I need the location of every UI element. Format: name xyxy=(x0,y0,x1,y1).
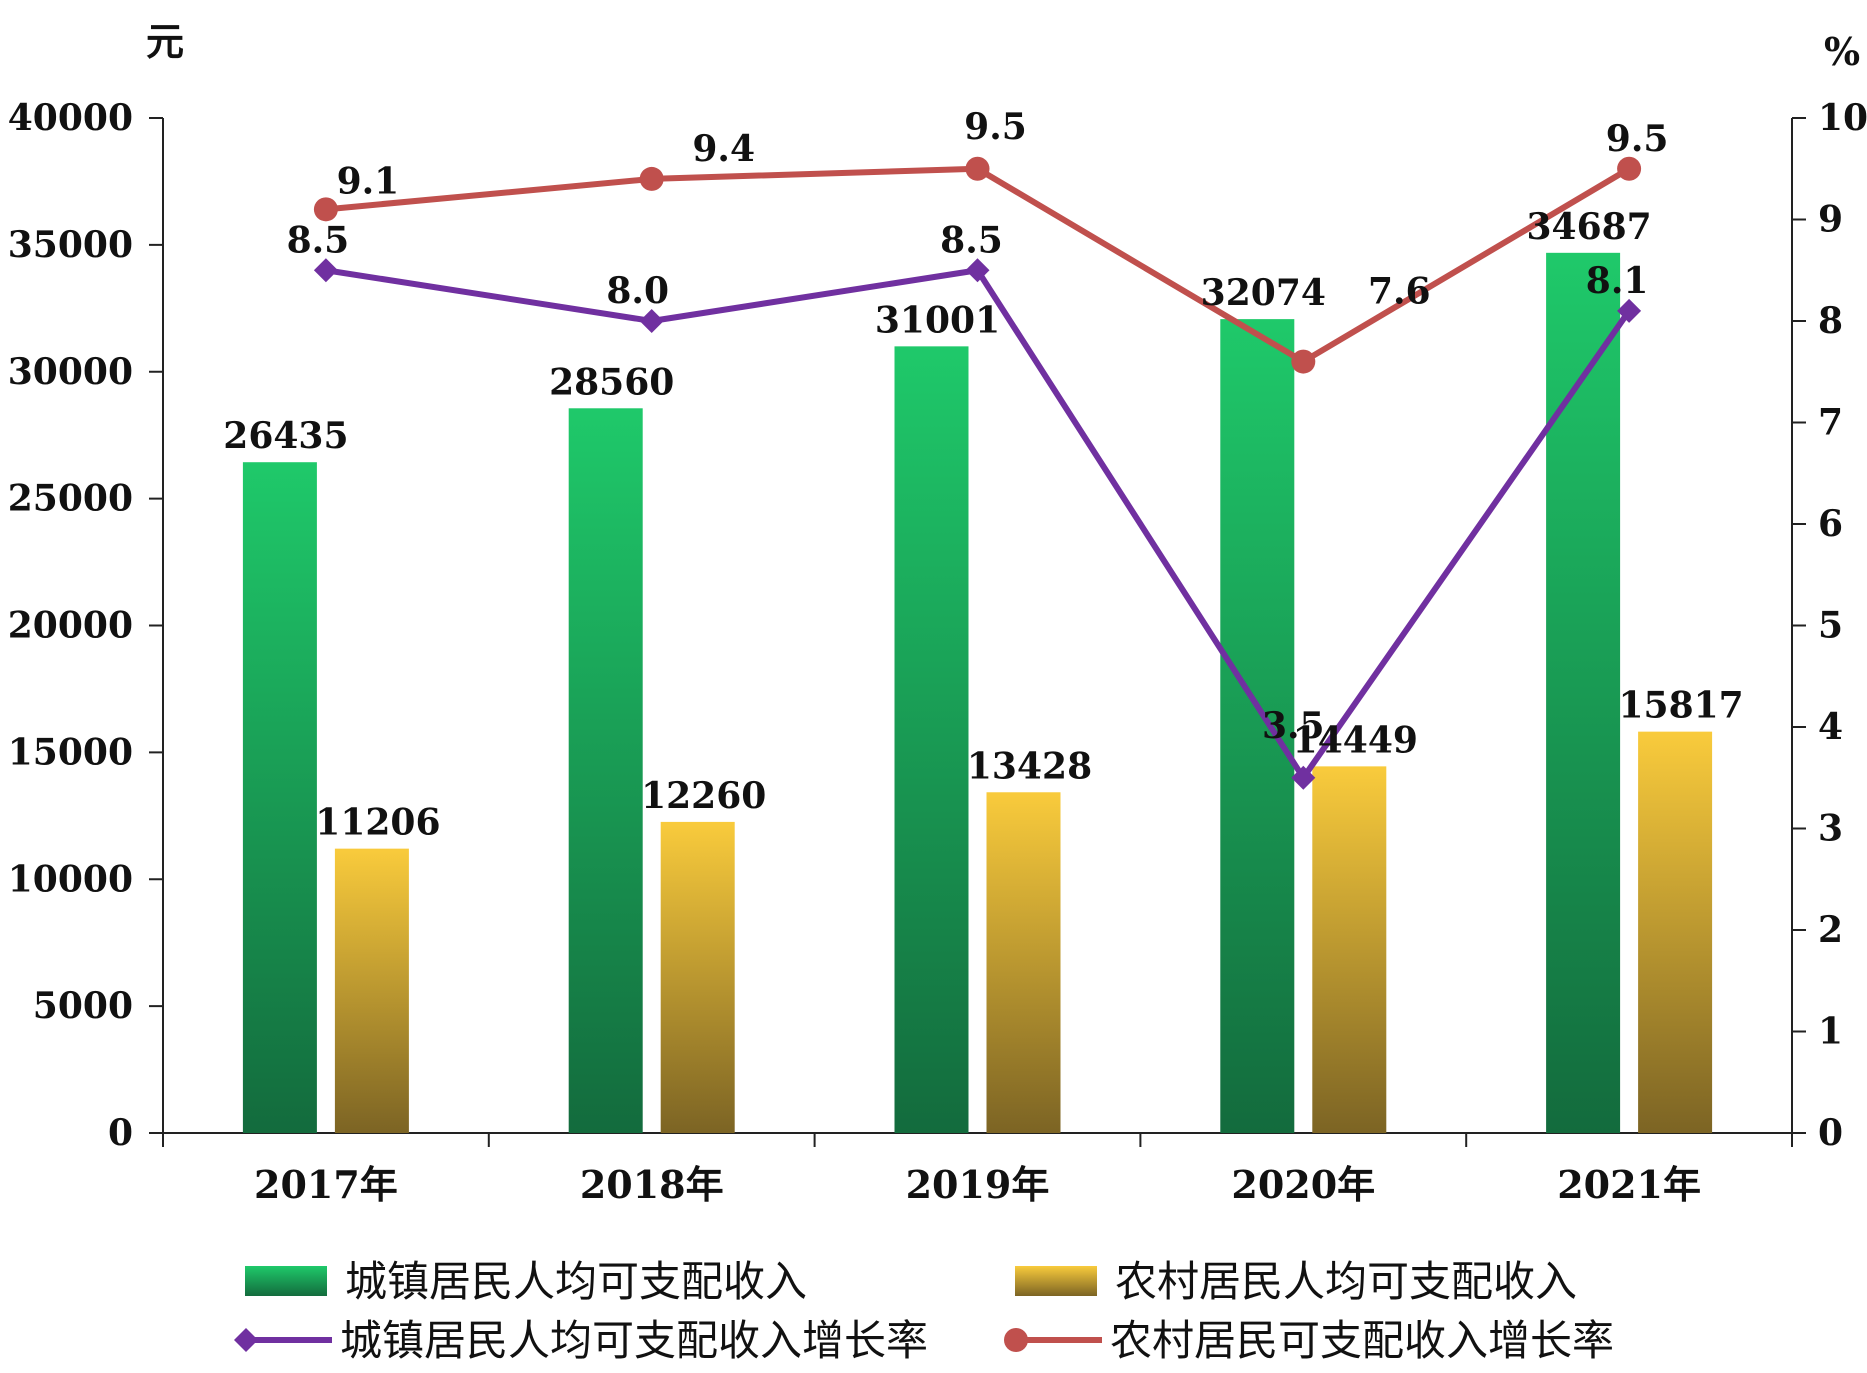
urban-income-label: 28560 xyxy=(549,361,674,403)
urban-income-bar xyxy=(242,462,317,1133)
rural-growth-label: 7.6 xyxy=(1368,271,1431,313)
rural-income-label: 12260 xyxy=(641,775,766,817)
legend-label: 农村居民人均可支配收入 xyxy=(1115,1257,1577,1306)
right-tick-label: 10 xyxy=(1818,97,1867,139)
urban-income-label: 34687 xyxy=(1526,206,1651,248)
growth-lines xyxy=(313,156,1642,790)
urban-income-bar xyxy=(1546,252,1621,1133)
rural-income-bar xyxy=(660,821,735,1133)
left-tick-label: 5000 xyxy=(33,985,133,1027)
x-tick-label: 2021年 xyxy=(1557,1162,1701,1207)
legend-swatch xyxy=(245,1266,327,1296)
right-tick-label: 7 xyxy=(1818,402,1843,444)
rural-growth-marker xyxy=(965,156,990,181)
rural-growth-marker xyxy=(1291,349,1316,374)
right-tick-label: 3 xyxy=(1818,808,1843,850)
left-axis-unit: 元 xyxy=(146,19,184,64)
urban-income-bar xyxy=(894,346,969,1134)
right-tick-label: 1 xyxy=(1818,1011,1843,1053)
legend-swatch xyxy=(1015,1266,1097,1296)
left-tick-label: 30000 xyxy=(8,351,133,393)
urban-growth-marker xyxy=(1617,298,1642,323)
x-tick-label: 2018年 xyxy=(580,1162,724,1207)
rural-income-label: 15817 xyxy=(1618,685,1743,727)
rural-income-label: 11206 xyxy=(315,802,440,844)
urban-growth-label: 3.5 xyxy=(1262,705,1325,747)
rural-growth-marker xyxy=(313,197,338,222)
rural-growth-marker xyxy=(639,166,664,191)
left-tick-label: 20000 xyxy=(8,605,133,647)
right-tick-label: 8 xyxy=(1818,300,1843,342)
x-axis-ticks: 2017年 2018年 2019年 2020年 2021年 xyxy=(162,1133,1793,1207)
rural-growth-label: 9.5 xyxy=(1606,118,1669,160)
legend-label: 城镇居民人均可支配收入增长率 xyxy=(340,1316,928,1365)
left-tick-label: 40000 xyxy=(8,97,133,139)
urban-income-label: 26435 xyxy=(223,415,348,457)
urban-income-label: 32074 xyxy=(1201,272,1326,314)
urban-growth-label: 8.1 xyxy=(1586,260,1649,302)
right-tick-label: 6 xyxy=(1818,503,1843,545)
urban-growth-label: 8.5 xyxy=(940,219,1003,261)
rural-growth-marker xyxy=(1617,156,1642,181)
left-tick-label: 15000 xyxy=(8,731,133,773)
rural-growth-label: 9.5 xyxy=(964,106,1027,148)
legend-marker xyxy=(1004,1328,1028,1352)
urban-income-bar xyxy=(1220,319,1295,1133)
urban-growth-marker xyxy=(639,309,664,333)
rural-income-bar xyxy=(1638,731,1713,1133)
legend-label: 农村居民可支配收入增长率 xyxy=(1110,1316,1614,1365)
rural-income-bar xyxy=(1312,766,1387,1133)
urban-growth-marker xyxy=(965,258,990,283)
left-tick-label: 35000 xyxy=(8,224,133,266)
right-tick-label: 5 xyxy=(1818,605,1843,647)
right-axis-ticks: 0 1 2 3 4 5 6 7 8 9 10 xyxy=(1792,97,1867,1154)
bars xyxy=(242,252,1713,1134)
right-tick-label: 0 xyxy=(1818,1112,1843,1154)
x-tick-label: 2019年 xyxy=(906,1162,1050,1207)
right-tick-label: 4 xyxy=(1818,706,1843,748)
rural-income-label: 13428 xyxy=(967,745,1092,787)
left-tick-label: 25000 xyxy=(8,478,133,520)
urban-growth-marker xyxy=(1291,765,1316,790)
x-tick-label: 2020年 xyxy=(1231,1162,1375,1207)
urban-income-label: 31001 xyxy=(875,299,1000,341)
urban-growth-line xyxy=(325,267,1632,781)
right-axis-unit: % xyxy=(1824,29,1860,74)
urban-growth-label: 8.5 xyxy=(287,219,350,261)
legend-marker xyxy=(234,1328,258,1352)
urban-income-bar xyxy=(568,408,643,1133)
rural-income-label: 14449 xyxy=(1293,719,1418,761)
urban-growth-marker xyxy=(313,258,338,283)
left-axis-ticks: 0 5000 10000 15000 20000 25000 30000 35000 40000 xyxy=(8,97,163,1154)
right-tick-label: 9 xyxy=(1818,199,1843,241)
urban-growth-label: 8.0 xyxy=(606,270,669,312)
legend-label: 城镇居民人均可支配收入 xyxy=(345,1257,807,1306)
data-labels: 26435 11206 28560 12260 31001 13428 32074 14449… xyxy=(223,106,1743,844)
rural-growth-label: 9.4 xyxy=(692,128,755,170)
left-tick-label: 0 xyxy=(108,1112,133,1154)
right-tick-label: 2 xyxy=(1818,909,1843,951)
x-tick-label: 2017年 xyxy=(254,1162,398,1207)
rural-income-bar xyxy=(334,848,409,1133)
rural-growth-label: 9.1 xyxy=(337,160,400,202)
rural-income-bar xyxy=(986,792,1061,1133)
left-tick-label: 10000 xyxy=(8,858,133,900)
